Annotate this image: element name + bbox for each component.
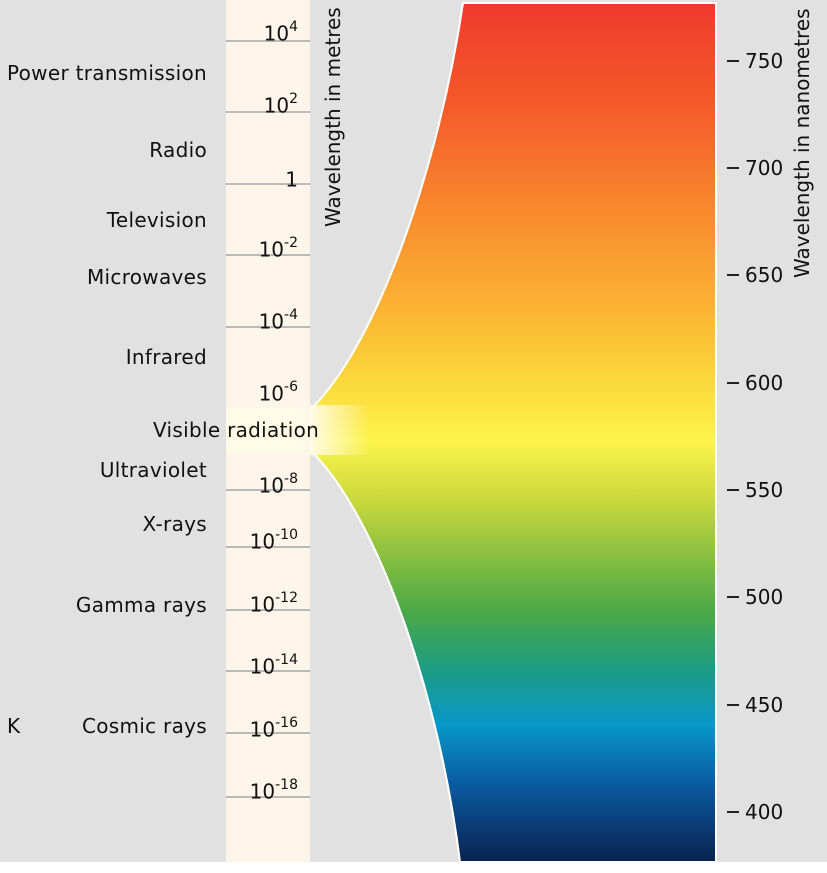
- nm-tick-mark: [727, 167, 739, 169]
- nm-tick-label: 600: [745, 371, 784, 395]
- metres-tick-label: 104: [263, 19, 298, 46]
- metres-tick-line: [226, 546, 310, 548]
- nm-tick-mark: [727, 596, 739, 598]
- metres-tick-label: 10-16: [249, 715, 298, 742]
- metres-tick-line: [226, 40, 310, 42]
- nanometres-axis-title: Wavelength in nanometres: [790, 8, 814, 278]
- metres-tick-line: [226, 732, 310, 734]
- metres-tick-line: [226, 111, 310, 113]
- metres-axis-title: Wavelength in metres: [321, 7, 345, 227]
- nm-tick-mark: [727, 274, 739, 276]
- nm-tick-mark: [727, 489, 739, 491]
- visible-radiation-band: [226, 408, 318, 452]
- metres-tick-label: 10-6: [258, 379, 298, 406]
- metres-tick-line: [226, 183, 310, 185]
- metres-tick-label: 10-12: [249, 590, 298, 617]
- label-visible-radiation: Visible radiation: [153, 418, 320, 442]
- nm-tick-label: 450: [745, 693, 784, 717]
- metres-tick-label: 10-10: [249, 527, 298, 554]
- nm-tick-label: 550: [745, 478, 784, 502]
- metres-tick-line: [226, 609, 310, 611]
- nm-tick-mark: [727, 382, 739, 384]
- label-ultraviolet: Ultraviolet: [99, 458, 207, 482]
- metres-tick-label: 10-4: [258, 307, 298, 334]
- nm-tick-mark: [727, 811, 739, 813]
- label-cosmic-rays: Cosmic rays: [81, 714, 207, 738]
- nm-tick-mark: [727, 704, 739, 706]
- metres-tick-line: [226, 670, 310, 672]
- metres-tick-line: [226, 326, 310, 328]
- label-gamma-rays: Gamma rays: [75, 593, 207, 617]
- label-power-transmission: Power transmission: [7, 61, 207, 85]
- label-x-rays: X-rays: [142, 512, 207, 536]
- label-infrared: Infrared: [125, 345, 207, 369]
- nm-tick-label: 650: [745, 263, 784, 287]
- metres-tick-line: [226, 489, 310, 491]
- metres-tick-line: [226, 254, 310, 256]
- nm-tick-label: 500: [745, 585, 784, 609]
- label-radio: Radio: [149, 138, 207, 162]
- metres-tick-label: 102: [263, 91, 298, 118]
- nm-tick-label: 400: [745, 800, 784, 824]
- nm-tick-mark: [727, 60, 739, 62]
- metres-tick-label: 10-18: [249, 777, 298, 804]
- metres-tick-label: 10-8: [258, 471, 298, 498]
- side-letter: K: [7, 714, 21, 738]
- label-microwaves: Microwaves: [86, 265, 207, 289]
- metres-tick-line: [226, 796, 310, 798]
- metres-tick-label: 1: [285, 167, 298, 192]
- metres-tick-label: 10-14: [249, 652, 298, 679]
- metres-tick-label: 10-2: [258, 235, 298, 262]
- nm-tick-label: 700: [745, 156, 784, 180]
- nm-tick-label: 750: [745, 49, 784, 73]
- label-television: Television: [106, 208, 207, 232]
